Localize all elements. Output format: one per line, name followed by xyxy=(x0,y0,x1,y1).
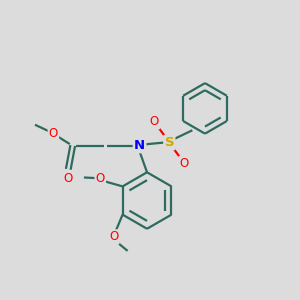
Text: O: O xyxy=(49,127,58,140)
Text: O: O xyxy=(109,230,118,243)
Text: O: O xyxy=(64,172,73,185)
Text: O: O xyxy=(150,115,159,128)
Text: N: N xyxy=(134,139,145,152)
Text: S: S xyxy=(164,136,174,149)
Text: O: O xyxy=(180,157,189,170)
Text: O: O xyxy=(96,172,105,185)
